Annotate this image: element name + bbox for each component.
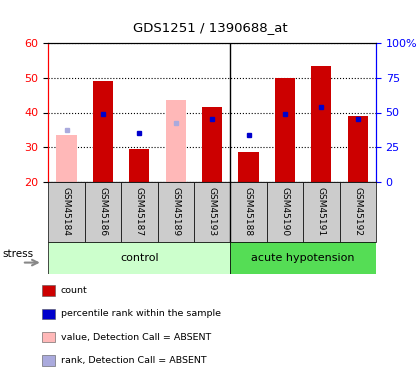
Text: GSM45191: GSM45191 xyxy=(317,188,326,237)
Bar xyxy=(129,149,150,182)
Text: GSM45193: GSM45193 xyxy=(207,188,217,237)
Text: count: count xyxy=(61,286,88,295)
Bar xyxy=(275,78,295,182)
Bar xyxy=(311,66,331,182)
Text: percentile rank within the sample: percentile rank within the sample xyxy=(61,309,221,318)
Bar xyxy=(267,182,303,242)
Bar xyxy=(239,152,259,182)
Bar xyxy=(230,182,267,242)
Bar xyxy=(158,182,194,242)
Bar xyxy=(93,81,113,182)
Bar xyxy=(85,182,121,242)
Text: control: control xyxy=(120,253,159,263)
Text: rank, Detection Call = ABSENT: rank, Detection Call = ABSENT xyxy=(61,356,207,365)
Bar xyxy=(202,107,222,182)
Text: GSM45190: GSM45190 xyxy=(281,188,289,237)
Text: GDS1251 / 1390688_at: GDS1251 / 1390688_at xyxy=(133,21,287,34)
Text: GSM45192: GSM45192 xyxy=(353,188,362,236)
Bar xyxy=(48,182,85,242)
Bar xyxy=(121,182,158,242)
Text: GSM45188: GSM45188 xyxy=(244,188,253,237)
Text: GSM45186: GSM45186 xyxy=(98,188,108,237)
Bar xyxy=(194,182,230,242)
Text: stress: stress xyxy=(2,249,33,259)
Text: GSM45189: GSM45189 xyxy=(171,188,180,237)
Bar xyxy=(57,135,76,182)
Text: GSM45187: GSM45187 xyxy=(135,188,144,237)
Text: acute hypotension: acute hypotension xyxy=(251,253,355,263)
Bar xyxy=(303,182,339,242)
Text: GSM45184: GSM45184 xyxy=(62,188,71,236)
Bar xyxy=(339,182,376,242)
Bar xyxy=(230,242,376,274)
Text: value, Detection Call = ABSENT: value, Detection Call = ABSENT xyxy=(61,333,211,342)
Bar xyxy=(48,242,230,274)
Bar xyxy=(348,116,368,182)
Bar xyxy=(165,100,186,182)
